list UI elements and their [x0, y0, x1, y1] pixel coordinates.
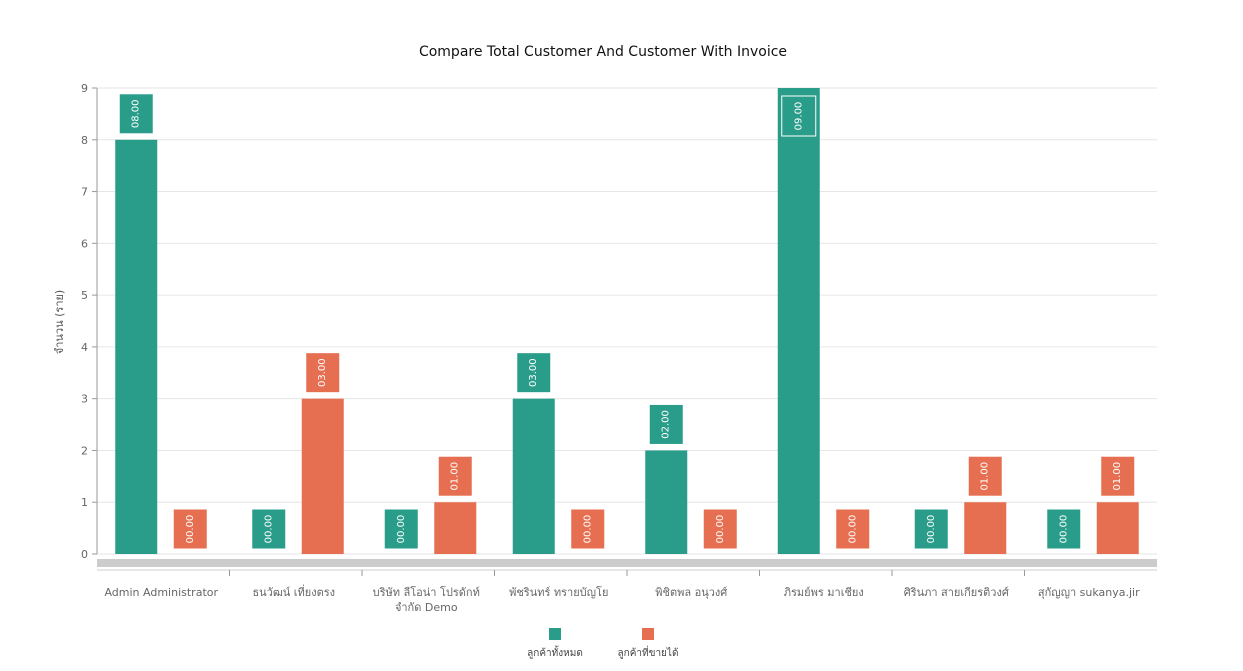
bars: 08.00 00.00 00.00 03.00 00.00 01.00 03.00 00.00… — [115, 88, 1139, 554]
bar[interactable] — [434, 502, 477, 554]
x-tick-label: พิชิตพล อนุวงศ์ — [655, 586, 727, 599]
data-label-box — [648, 403, 684, 445]
data-label-box — [516, 352, 552, 394]
x-tick-label: จำกัด Demo — [395, 601, 458, 614]
legend-item[interactable]: ลูกค้าทั้งหมด — [527, 628, 583, 659]
x-tick-label: ภิรมย์พร มาเชียง — [784, 586, 864, 599]
data-label: 08.00 — [131, 99, 142, 128]
y-axis-ticks: 0 1 2 3 4 5 6 7 8 9 — [81, 82, 98, 561]
y-axis-label: จำนวน (ราย) — [53, 290, 66, 354]
data-label: 00.00 — [185, 515, 196, 544]
data-label-box — [835, 508, 871, 550]
x-tick-label: ศิรินภา สายเกียรติวงศ์ — [904, 586, 1009, 599]
gridlines — [97, 87, 1157, 555]
data-label: 01.00 — [980, 462, 991, 491]
data-label: 02.00 — [661, 410, 672, 439]
y-tick-label: 0 — [81, 548, 88, 561]
data-label-box — [913, 508, 949, 550]
data-label-box — [1046, 508, 1082, 550]
x-tick-label: Admin Administrator — [104, 586, 218, 599]
y-tick-label: 5 — [81, 289, 88, 302]
legend-label: ลูกค้าทั้งหมด — [527, 645, 583, 659]
y-tick-label: 2 — [81, 444, 88, 457]
data-label: 03.00 — [317, 358, 328, 387]
legend-label: ลูกค้าที่ขายได้ — [618, 645, 679, 659]
data-label: 00.00 — [715, 515, 726, 544]
bar[interactable] — [1096, 502, 1139, 554]
x-tick-label: พัชรินทร์ ทรายบัญโย — [509, 585, 608, 599]
data-label: 00.00 — [926, 515, 937, 544]
data-label: 01.00 — [1112, 462, 1123, 491]
bar[interactable] — [115, 139, 158, 554]
y-tick-label: 6 — [81, 237, 88, 250]
chart-title: Compare Total Customer And Customer With… — [419, 44, 787, 60]
legend-swatch — [549, 628, 561, 640]
data-label: 00.00 — [582, 515, 593, 544]
data-label: 00.00 — [847, 515, 858, 544]
bar[interactable] — [301, 398, 344, 554]
legend-swatch — [642, 628, 654, 640]
data-label-box — [437, 455, 473, 497]
data-label-box — [967, 455, 1003, 497]
x-tick-label: สุกัญญา sukanya.jir — [1038, 586, 1140, 599]
y-tick-label: 8 — [81, 134, 88, 147]
data-label-box — [781, 95, 817, 137]
scrollbar[interactable] — [97, 559, 1157, 567]
y-tick-label: 1 — [81, 496, 88, 509]
data-label-box — [172, 508, 208, 550]
data-label: 03.00 — [528, 358, 539, 387]
data-label-box — [305, 352, 341, 394]
y-tick-label: 4 — [81, 341, 88, 354]
x-axis: Admin Administrator ธนวัฒน์ เที่ยงตรง บริษ… — [97, 559, 1157, 614]
data-label: 01.00 — [450, 462, 461, 491]
data-label-box — [702, 508, 738, 550]
data-label: 00.00 — [1058, 515, 1069, 544]
x-tick-label: ธนวัฒน์ เที่ยงตรง — [252, 584, 335, 599]
data-label: 09.00 — [793, 102, 804, 131]
y-tick-label: 3 — [81, 393, 88, 406]
bar[interactable] — [964, 502, 1007, 554]
legend-item[interactable]: ลูกค้าที่ขายได้ — [618, 628, 679, 659]
bar[interactable] — [512, 398, 555, 554]
y-tick-label: 7 — [81, 186, 88, 199]
data-label-box — [251, 508, 287, 550]
x-tick-label: บริษัท ลีโอน่า โปรดักท์ — [373, 585, 480, 599]
bar[interactable] — [645, 450, 688, 554]
data-label: 00.00 — [263, 515, 274, 544]
y-tick-label: 9 — [81, 82, 88, 95]
data-label-box — [118, 93, 154, 135]
bar[interactable] — [777, 88, 820, 554]
data-label: 00.00 — [396, 515, 407, 544]
legend[interactable]: ลูกค้าทั้งหมด ลูกค้าที่ขายได้ — [527, 628, 678, 659]
data-label-box — [1100, 455, 1136, 497]
data-label-box — [570, 508, 606, 550]
data-label-box — [383, 508, 419, 550]
